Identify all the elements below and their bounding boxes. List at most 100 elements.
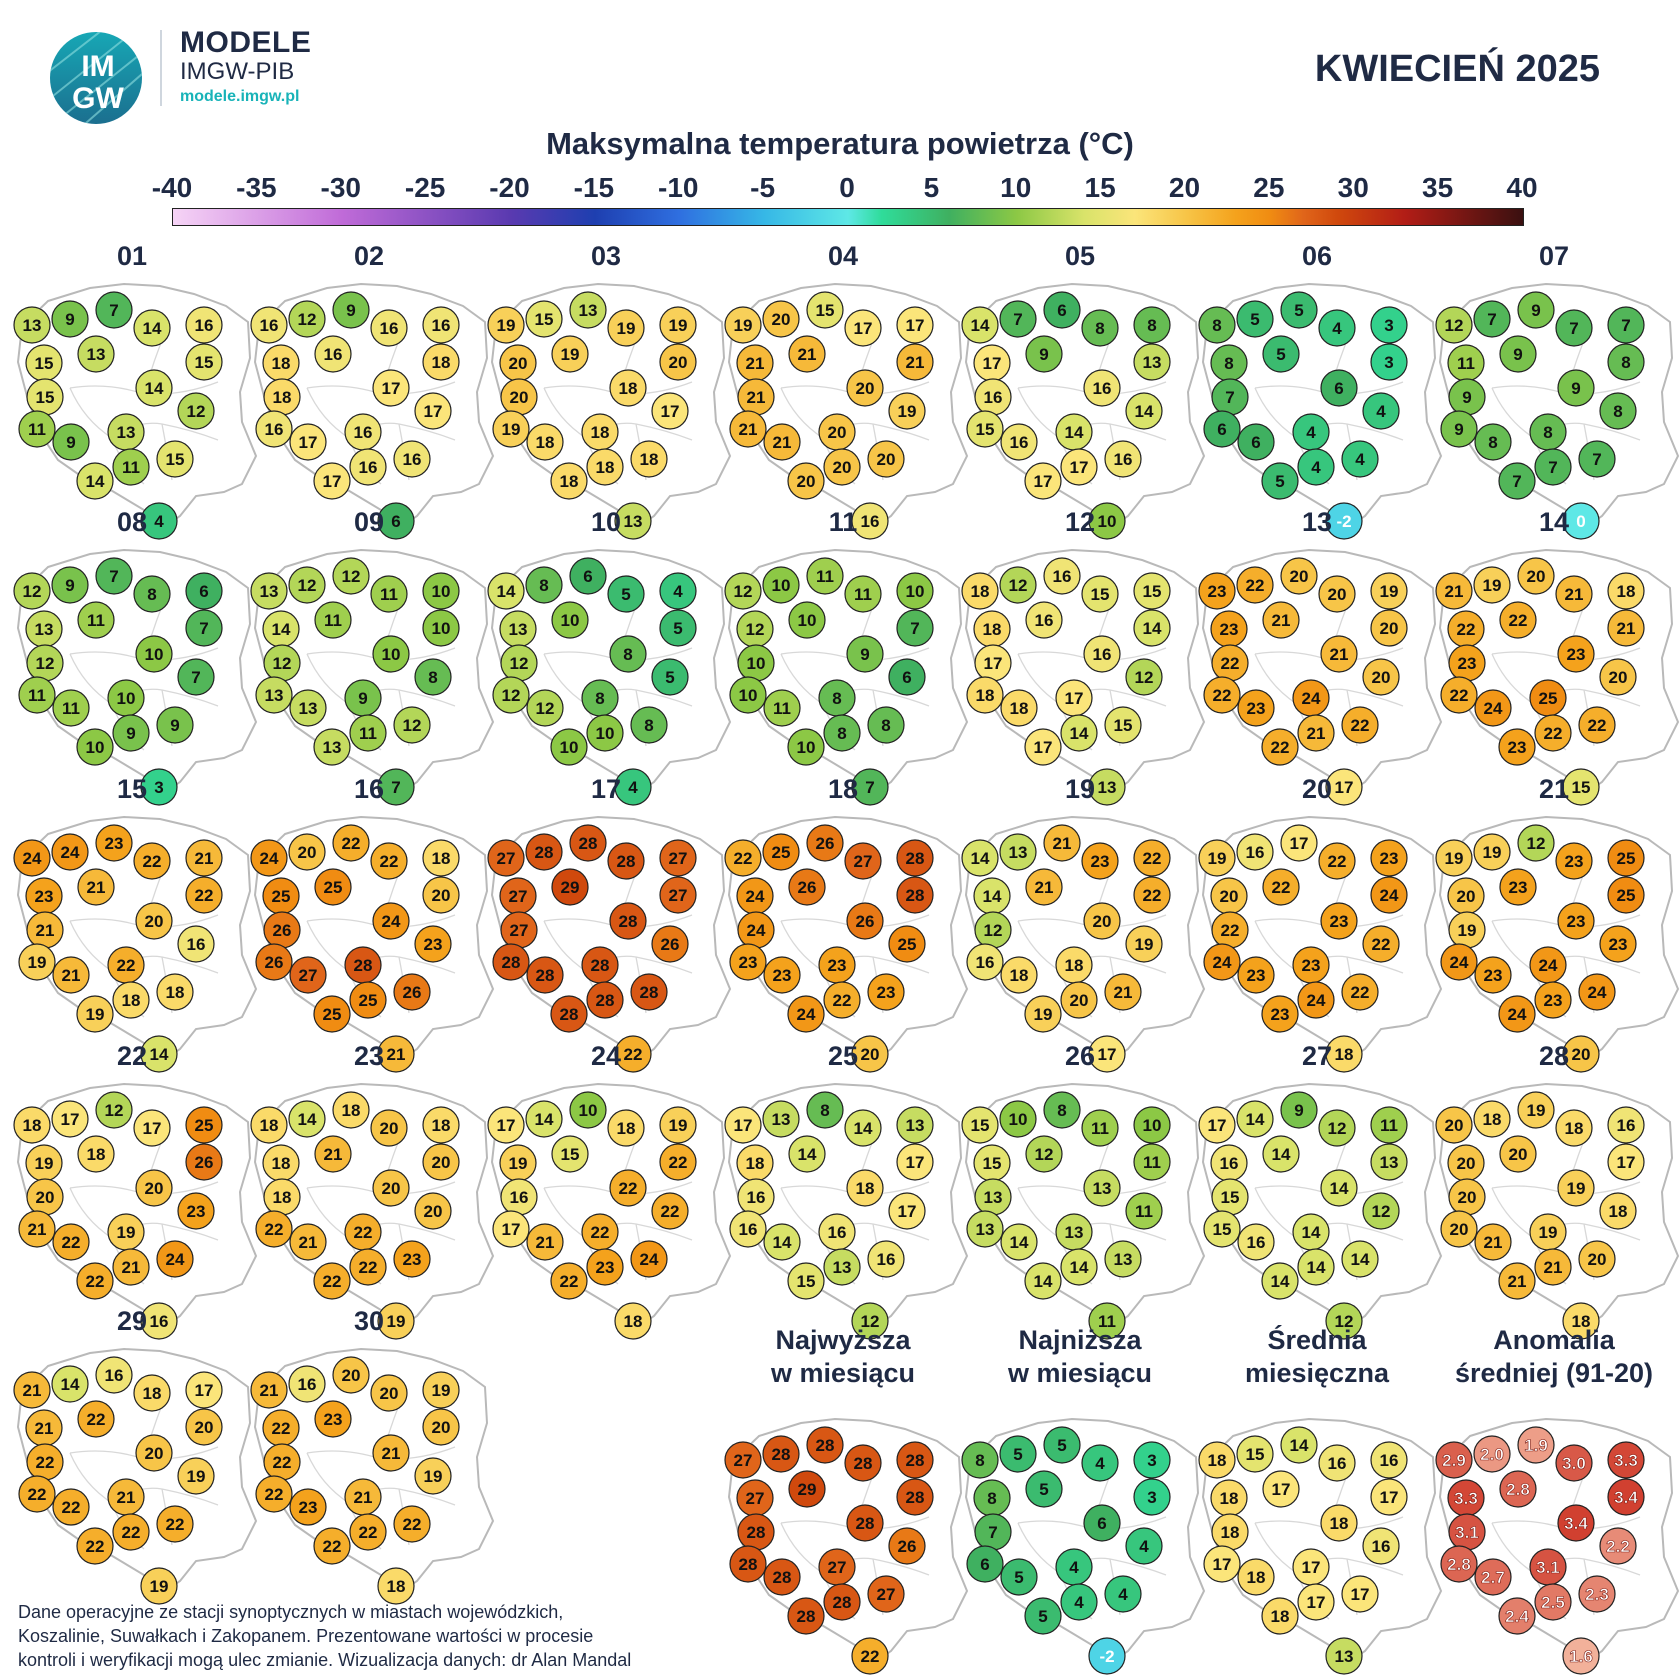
brand-url-link[interactable]: modele.imgw.pl bbox=[180, 88, 300, 105]
station-marker bbox=[569, 557, 607, 595]
station-marker bbox=[177, 1457, 215, 1495]
station-marker bbox=[1498, 462, 1536, 500]
station-marker bbox=[1318, 575, 1356, 613]
station-marker bbox=[250, 839, 288, 877]
station-value: 21 bbox=[36, 921, 55, 940]
station-value: 28 bbox=[772, 1445, 791, 1464]
station-value: 25 bbox=[898, 935, 917, 954]
region-border bbox=[1583, 423, 1641, 441]
station-marker bbox=[1060, 1248, 1098, 1286]
station-marker bbox=[1318, 1444, 1356, 1482]
station-value: 17 bbox=[983, 354, 1002, 373]
station-value: 9 bbox=[126, 724, 135, 743]
station-marker bbox=[614, 768, 652, 806]
station-value: 16 bbox=[1617, 1116, 1636, 1135]
station-marker bbox=[1362, 658, 1400, 696]
station-marker bbox=[255, 1210, 293, 1248]
station-value: 7 bbox=[1621, 316, 1630, 335]
chart-title: Maksymalna temperatura powietrza (°C) bbox=[546, 126, 1134, 161]
station-marker bbox=[724, 306, 762, 344]
station-marker bbox=[140, 768, 178, 806]
station-value: 19 bbox=[28, 953, 47, 972]
region-border bbox=[635, 689, 693, 707]
station-value: 24 bbox=[797, 1005, 816, 1024]
station-marker bbox=[1440, 676, 1478, 714]
region-border bbox=[780, 920, 824, 972]
station-marker bbox=[1325, 502, 1363, 540]
station-value: 18 bbox=[23, 1116, 42, 1135]
region-border bbox=[1583, 1223, 1641, 1241]
station-value: 3 bbox=[154, 778, 163, 797]
station-marker bbox=[1498, 1262, 1536, 1300]
station-value: 12 bbox=[1445, 316, 1464, 335]
station-marker bbox=[112, 448, 150, 486]
region-border bbox=[872, 956, 930, 974]
station-marker bbox=[185, 306, 223, 344]
station-value: 17 bbox=[854, 319, 873, 338]
region-border bbox=[398, 956, 456, 974]
station-marker bbox=[1060, 448, 1098, 486]
station-value: 3.1 bbox=[1455, 1523, 1479, 1542]
region-border bbox=[69, 653, 113, 705]
station-marker bbox=[51, 300, 89, 338]
station-marker bbox=[112, 714, 150, 752]
station-value: 6 bbox=[391, 512, 400, 531]
station-marker bbox=[851, 1302, 889, 1340]
station-marker bbox=[659, 1106, 697, 1144]
station-value: 9 bbox=[1531, 301, 1540, 320]
station-value: 22 bbox=[1457, 620, 1476, 639]
region-border bbox=[1017, 1187, 1061, 1239]
station-value: 8 bbox=[1543, 423, 1552, 442]
station-value: 26 bbox=[403, 983, 422, 1002]
station-value: 15 bbox=[983, 1154, 1002, 1173]
station-value: 28 bbox=[816, 1436, 835, 1455]
station-marker bbox=[1555, 309, 1593, 347]
station-value: 19 bbox=[1483, 576, 1502, 595]
station-value: 28 bbox=[536, 966, 555, 985]
station-marker bbox=[133, 1374, 171, 1412]
station-value: 14 bbox=[1065, 423, 1084, 442]
station-value: 28 bbox=[833, 1593, 852, 1612]
station-value: 28 bbox=[619, 912, 638, 931]
station-marker bbox=[1341, 706, 1379, 744]
station-value: 18 bbox=[272, 354, 291, 373]
station-value: 28 bbox=[502, 953, 521, 972]
station-marker bbox=[1261, 1597, 1299, 1635]
station-value: 20 bbox=[432, 1153, 451, 1172]
station-value: 18 bbox=[1208, 1451, 1227, 1470]
station-marker bbox=[52, 1488, 90, 1526]
station-marker bbox=[135, 1169, 173, 1207]
station-marker bbox=[1578, 706, 1616, 744]
station-marker bbox=[724, 1441, 762, 1479]
map-day: 13 12 12 11 10 14 11 10 12 10 9 8 13 13 13 11 12 7 bbox=[250, 548, 495, 806]
station-value: 11 bbox=[122, 458, 140, 477]
day-label: 08 bbox=[117, 507, 147, 537]
station-marker bbox=[185, 572, 223, 610]
station-value: 10 bbox=[1143, 1116, 1162, 1135]
station-value: 9 bbox=[66, 433, 75, 452]
station-marker bbox=[1133, 1143, 1171, 1181]
station-value: 20 bbox=[298, 843, 317, 862]
station-value: 6 bbox=[199, 582, 208, 601]
station-marker bbox=[1320, 369, 1358, 407]
station-marker bbox=[422, 876, 460, 914]
station-value: 19 bbox=[35, 1154, 54, 1173]
station-value: 10 bbox=[798, 611, 817, 630]
station-marker bbox=[1000, 1223, 1038, 1261]
station-marker bbox=[13, 1106, 51, 1144]
station-marker bbox=[1341, 440, 1379, 478]
region-border bbox=[306, 1452, 350, 1504]
station-value: 23 bbox=[1247, 966, 1266, 985]
station-value: 20 bbox=[432, 886, 451, 905]
station-marker bbox=[1607, 876, 1645, 914]
station-value: 24 bbox=[1302, 689, 1321, 708]
station-marker bbox=[76, 1527, 114, 1565]
station-value: 21 bbox=[1053, 834, 1072, 853]
region-border bbox=[1491, 920, 1535, 972]
station-value: 23 bbox=[299, 1498, 318, 1517]
station-marker bbox=[492, 1210, 530, 1248]
station-value: 21 bbox=[747, 388, 766, 407]
station-marker bbox=[896, 1143, 934, 1181]
station-value: 4 bbox=[1074, 1593, 1084, 1612]
station-value: 13 bbox=[1065, 1223, 1084, 1242]
